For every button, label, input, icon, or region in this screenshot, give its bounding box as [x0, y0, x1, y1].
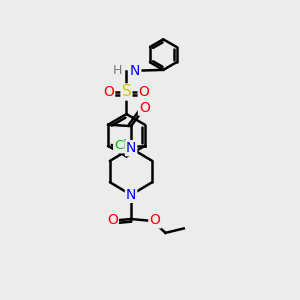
Text: O: O — [150, 214, 160, 227]
Text: O: O — [139, 85, 149, 99]
Text: N: N — [126, 188, 136, 202]
Text: O: O — [107, 214, 118, 227]
Text: O: O — [103, 85, 114, 99]
Text: O: O — [139, 100, 150, 115]
Text: S: S — [122, 85, 131, 100]
Text: Cl: Cl — [114, 140, 127, 152]
Text: N: N — [130, 64, 140, 78]
Text: N: N — [126, 141, 136, 155]
Text: H: H — [113, 64, 122, 77]
